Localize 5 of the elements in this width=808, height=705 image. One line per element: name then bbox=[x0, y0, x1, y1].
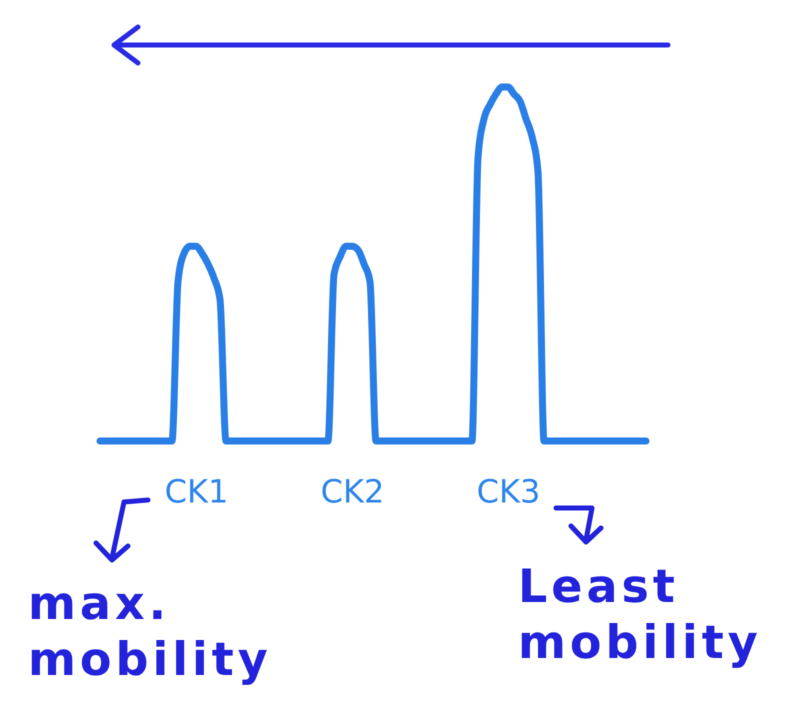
x-tick-label: CK3 bbox=[476, 472, 540, 510]
x-tick-label: CK1 bbox=[164, 472, 228, 510]
text: max. mobility bbox=[28, 575, 272, 687]
text: Least mobility bbox=[518, 558, 762, 670]
x-tick-label: CK2 bbox=[320, 472, 384, 510]
